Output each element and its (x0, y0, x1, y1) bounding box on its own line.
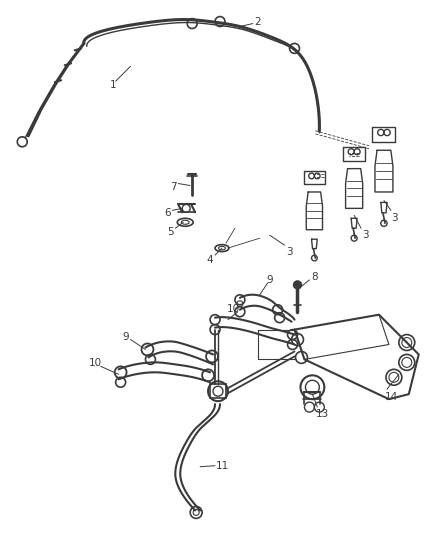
Text: 10: 10 (89, 358, 102, 368)
Text: 11: 11 (215, 461, 229, 471)
Text: 9: 9 (266, 275, 273, 285)
Text: 3: 3 (362, 230, 368, 240)
Circle shape (293, 281, 301, 289)
Text: 9: 9 (122, 332, 129, 342)
Text: 13: 13 (316, 409, 329, 419)
Text: 10: 10 (226, 304, 240, 314)
Text: 8: 8 (311, 272, 318, 282)
Text: 5: 5 (167, 227, 173, 237)
Text: 2: 2 (254, 17, 261, 27)
Text: 3: 3 (392, 213, 398, 223)
Text: 6: 6 (164, 208, 171, 219)
Text: 1: 1 (110, 80, 116, 90)
Text: 14: 14 (385, 392, 399, 402)
Text: 4: 4 (207, 255, 213, 265)
Text: 3: 3 (286, 247, 293, 257)
Text: 7: 7 (170, 182, 177, 191)
